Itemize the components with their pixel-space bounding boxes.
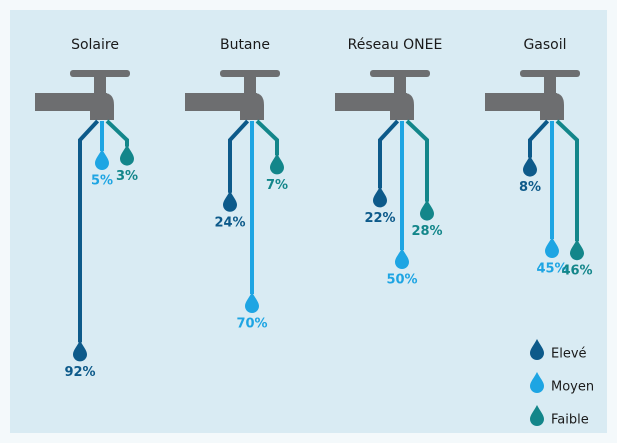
faucet-stem	[94, 74, 106, 96]
faucet-stem	[244, 74, 256, 96]
value-label: 8%	[519, 180, 541, 195]
category-title: Solaire	[71, 37, 119, 53]
category-title: Butane	[220, 37, 270, 53]
legend-label: Elevé	[551, 347, 587, 362]
value-label: 50%	[386, 273, 417, 288]
faucet-spout	[240, 93, 264, 120]
faucet-spout	[90, 93, 114, 120]
value-label: 7%	[266, 178, 288, 193]
value-label: 24%	[214, 215, 245, 230]
value-label: 22%	[364, 211, 395, 226]
category-title: Gasoil	[523, 37, 566, 53]
faucet-stem	[544, 74, 556, 96]
value-label: 46%	[561, 264, 592, 279]
category-title: Réseau ONEE	[348, 37, 443, 53]
value-label: 92%	[64, 365, 95, 380]
legend-label: Moyen	[551, 380, 594, 395]
chart: Solaire 92% 5%3% Butane 24% 70% 7% Réseau ONEE 2…	[0, 0, 617, 443]
value-label: 70%	[236, 317, 267, 332]
value-label: 5%	[91, 174, 113, 189]
value-label: 28%	[411, 224, 442, 239]
value-label: 3%	[116, 169, 138, 184]
faucet-stem	[394, 74, 406, 96]
faucet-spout	[390, 93, 414, 120]
legend-label: Faible	[551, 413, 589, 428]
faucet-spout	[540, 93, 564, 120]
